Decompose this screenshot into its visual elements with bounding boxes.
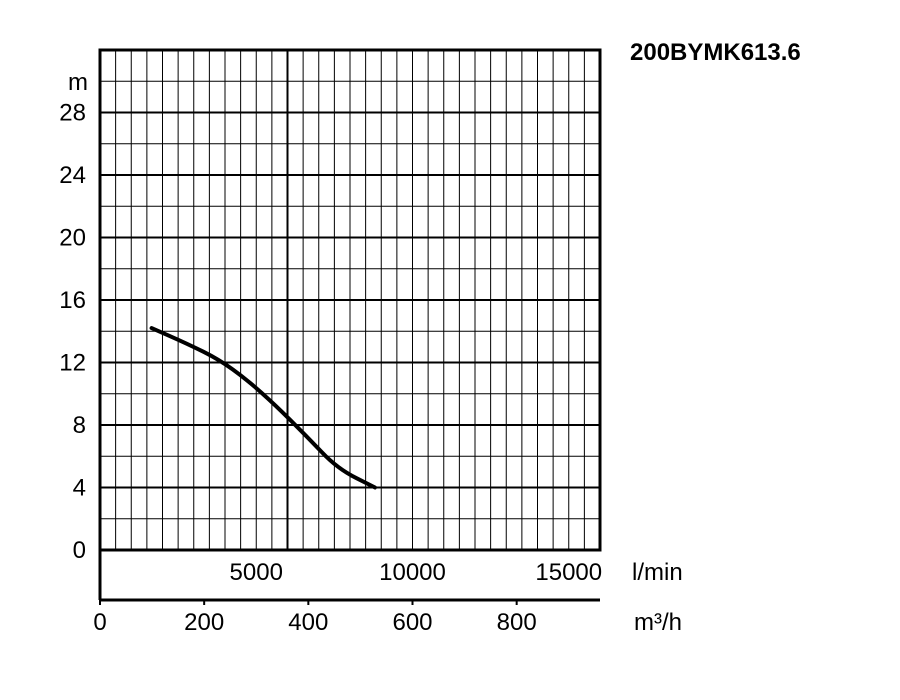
- x2-tick-label: 0: [93, 609, 106, 636]
- series-line: [149, 326, 377, 490]
- y-tick-label: 0: [73, 537, 86, 564]
- y-tick-label: 20: [59, 225, 86, 252]
- y-tick-label: 28: [59, 100, 86, 127]
- x-tick-label: 15000: [535, 559, 602, 586]
- x2-tick-label: 600: [392, 609, 432, 636]
- x2-unit-label: m³/h: [634, 609, 682, 636]
- y-tick-label: 4: [73, 475, 86, 502]
- curve-layer: [149, 326, 377, 490]
- x2-tick-label: 400: [288, 609, 328, 636]
- y-tick-label: 24: [59, 162, 86, 189]
- x-unit-label: l/min: [632, 559, 683, 586]
- chart-title: 200BYMK613.6: [630, 39, 801, 66]
- y-unit-label: m: [68, 69, 88, 96]
- grid: [100, 50, 600, 550]
- plot-border: [98, 48, 602, 552]
- y-tick-label: 12: [59, 350, 86, 377]
- x2-tick-label: 800: [497, 609, 537, 636]
- chart-frame: [98, 48, 602, 605]
- labels: 200BYMK613.6 m l/min m³/h 0 4 8 12 16 20 24 28 5…: [59, 39, 800, 636]
- y-tick-label: 16: [59, 287, 86, 314]
- x2-tick-label: 200: [184, 609, 224, 636]
- x-tick-label: 10000: [379, 559, 446, 586]
- x-tick-label: 5000: [230, 559, 283, 586]
- y-tick-label: 8: [73, 412, 86, 439]
